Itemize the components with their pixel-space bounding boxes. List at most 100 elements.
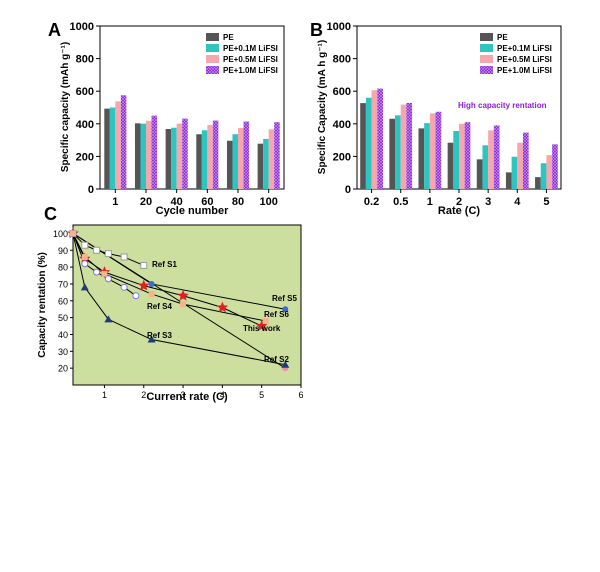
panel-b-x-tick-label: 3 (485, 196, 491, 208)
panel-a-x-tick-label: 100 (259, 196, 277, 208)
panel-c-label-this-work: This work (243, 324, 281, 333)
panel-c-x-tick-label: 5 (259, 390, 264, 400)
panel-c-point-ref-s4-3 (104, 275, 112, 283)
panel-a-legend-label-pe-1-0m-lifsi: PE+1.0M LiFSI (223, 66, 278, 75)
panel-b-bar-pe-1-0m-lifsi-2 (464, 122, 471, 189)
panel-c-point-ref-s6-3 (148, 291, 155, 298)
panel-a-bar-pe-80 (226, 140, 233, 189)
panel-a-bar-pe-0-1m-lifsi-100 (263, 138, 269, 189)
panel-c-label-ref-s6: Ref S6 (264, 310, 289, 319)
panel-c-x-axis: 1 2 3 4 5 6 (102, 385, 304, 400)
panel-b-x-tick-label: 4 (514, 196, 521, 208)
panel-b-bar-pe-1-0m-lifsi-4 (522, 132, 529, 189)
panel-a-bar-pe-20 (134, 123, 141, 189)
panel-a-bar-pe-1-0m-lifsi-20 (151, 115, 158, 189)
panel-c-point-ref-s6-2 (101, 270, 108, 277)
panel-letter-a: A (48, 20, 61, 40)
panel-b-bar-pe-0-5m-lifsi-5 (546, 155, 553, 189)
panel-b-bar-pe-3 (476, 159, 483, 189)
panel-b-bar-pe-1-0m-lifsi-0-5 (406, 102, 413, 189)
panel-c-y-tick-label: 80 (58, 263, 68, 273)
panel-b-bar-pe-1-0m-lifsi-0-2 (377, 88, 383, 189)
panel-a-bar-pe-1 (104, 108, 110, 189)
panel-a-bar-pe-0-1m-lifsi-20 (140, 123, 146, 189)
panel-a-y-tick-label: 0 (88, 184, 94, 196)
panel-a-legend-swatch-pe-1-0m-lifsi (206, 66, 219, 74)
panel-b-y-axis: 0 200 400 600 800 1000 (327, 21, 357, 196)
panel-c-x-tick-label: 1 (102, 390, 107, 400)
panel-b-y-tick-label: 600 (333, 86, 351, 98)
panel-c-y-axis: 20 30 40 50 60 70 80 90 100 (53, 229, 73, 374)
panel-a-x-tick-label: 20 (140, 196, 152, 208)
panel-c-point-ref-s1-4 (120, 253, 128, 261)
panel-a-y-tick-label: 200 (76, 151, 94, 163)
panel-b-bar-pe-0-1m-lifsi-0-5 (395, 115, 401, 189)
panel-b-x-tick-label: 0.2 (364, 196, 379, 208)
panel-b-bar-pe-1-0m-lifsi-3 (493, 125, 500, 189)
panel-a-bar-pe-0-5m-lifsi-40 (176, 123, 183, 189)
panel-b-bar-pe-0-1m-lifsi-1 (424, 123, 430, 189)
panel-a-bar-pe-0-5m-lifsi-100 (268, 129, 275, 189)
panel-c-y-tick-label: 90 (58, 246, 68, 256)
panel-b-bar-pe-0-5m-lifsi-0-5 (400, 104, 407, 189)
panel-c-point-ref-s3-4 (281, 360, 290, 368)
panel-c-point-ref-s6-1 (81, 254, 88, 260)
panel-a-bar-chart: 0 200 400 600 800 1000 1 20 40 60 80 100 PE PE+0.1M… (60, 21, 285, 217)
panel-a-y-tick-label: 600 (76, 86, 94, 98)
panel-b-legend-swatch-pe-1-0m-lifsi (480, 66, 493, 74)
panel-letter-c: C (44, 204, 57, 224)
panel-a-y-axis: 0 200 400 600 800 1000 (70, 21, 100, 196)
panel-a-legend-label-pe-0-1m-lifsi: PE+0.1M LiFSI (223, 44, 278, 53)
panel-c-y-tick-label: 100 (53, 229, 68, 239)
panel-c-point-ref-s3-2 (104, 315, 113, 323)
panel-b-annotation: High capacity rentation (458, 101, 547, 110)
panel-c-point-this-work-5 (216, 301, 229, 313)
panel-c-label-ref-s2: Ref S2 (264, 355, 289, 364)
panel-a-x-tick-label: 60 (201, 196, 213, 208)
panel-a-y-tick-label: 400 (76, 119, 94, 131)
panel-b-bar-pe-0-1m-lifsi-4 (511, 156, 518, 189)
panel-b-bar-pe-0-1m-lifsi-0-2 (365, 97, 372, 189)
panel-b-y-tick-label: 1000 (327, 21, 351, 33)
panel-b-legend: PE PE+0.1M LiFSI PE+0.5M LiFSI PE+1.0M LiFS… (480, 33, 552, 75)
panel-b-x-axis: 0.2 0.5 1 2 3 4 5 (364, 189, 549, 208)
panel-a-bar-pe-1-0m-lifsi-60 (212, 120, 219, 189)
panel-c-point-ref-s4-5 (132, 292, 140, 300)
panel-a-bar-pe-60 (196, 134, 202, 189)
panel-b-y-axis-label: Specific Capacity (mA h g⁻¹) (317, 40, 328, 174)
panel-c-point-ref-s5-2 (282, 306, 289, 313)
panel-b-bar-pe-0-5m-lifsi-1 (429, 113, 436, 189)
panel-a-bar-pe-0-5m-lifsi-1 (115, 101, 121, 189)
panel-a-x-tick-label: 80 (232, 196, 244, 208)
panel-b-x-tick-label: 1 (427, 196, 433, 208)
panel-a-plot-frame (99, 25, 285, 190)
panel-c-series-markers (67, 227, 290, 372)
panel-a-y-tick-label: 800 (76, 54, 94, 66)
panel-a-bar-pe-100 (257, 143, 264, 189)
panel-a-legend-swatch-pe-0-1m-lifsi (206, 44, 219, 52)
panel-c-point-ref-s5-1 (148, 280, 155, 287)
panel-b-bar-pe-0-5m-lifsi-2 (459, 123, 465, 189)
panel-c-point-ref-s3-3 (147, 335, 156, 343)
panel-b-bar-pe-0-1m-lifsi-3 (482, 145, 489, 189)
panel-a-bar-pe-40 (165, 129, 172, 189)
panel-c-label-ref-s4: Ref S4 (147, 302, 172, 311)
panel-c-label-ref-s1: Ref S1 (152, 260, 177, 269)
panel-a-bar-pe-0-5m-lifsi-60 (207, 125, 213, 189)
panel-c-y-tick-label: 50 (58, 313, 68, 323)
panel-b-x-tick-label: 5 (543, 196, 549, 208)
panel-c-point-this-work-6 (255, 320, 268, 331)
panel-b-legend-label-pe: PE (497, 33, 508, 42)
panel-c-x-axis-label: Current rate (C) (146, 391, 228, 403)
panel-c-y-tick-label: 60 (58, 296, 68, 306)
panel-c-point-ref-s6-5 (262, 318, 269, 324)
panel-a-bar-pe-1-0m-lifsi-100 (274, 122, 280, 189)
panel-a-bar-pe-1-0m-lifsi-1 (120, 95, 127, 189)
panel-c-point-ref-s1-3 (104, 250, 112, 258)
panel-c-x-tick-label: 4 (220, 390, 225, 400)
panel-a-bar-pe-0-1m-lifsi-40 (171, 127, 177, 189)
panel-c-point-ref-s4-4 (120, 283, 128, 291)
panel-c-y-tick-label: 20 (58, 364, 68, 374)
